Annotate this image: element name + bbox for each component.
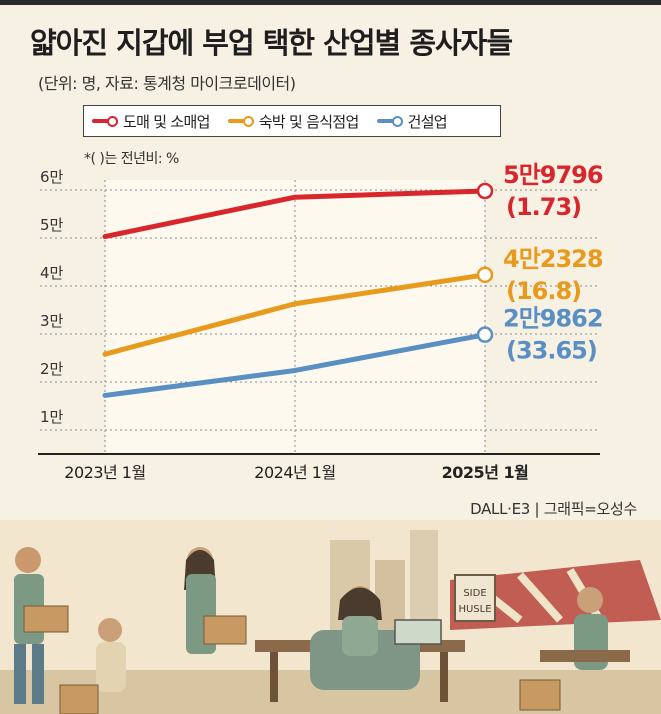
y-tick-label: 1만 (40, 408, 64, 426)
series-line (102, 332, 488, 398)
end-value-label: 2만9862 (503, 305, 603, 333)
end-value-label: 5만9796 (503, 161, 603, 189)
end-change-label: (33.65) (506, 337, 597, 365)
legend-item-food: 숙박 및 음식점업 (227, 111, 360, 132)
legend-item-retail: 도매 및 소매업 (92, 111, 210, 132)
svg-text:HUSLE: HUSLE (458, 604, 491, 615)
series-end-marker (476, 266, 494, 284)
series-line (102, 272, 488, 357)
end-value-label: 4만2328 (503, 245, 603, 273)
legend: 도매 및 소매업 숙박 및 음식점업 건설업 (83, 105, 501, 137)
y-tick-label: 6만 (40, 168, 64, 186)
legend-label-construction: 건설업 (407, 112, 448, 131)
line-chart: 1만 2만 3만 4만 5만 6만 2023년 1월 2024년 1월 2025년 1월 5만… (38, 161, 604, 482)
y-tick-label: 4만 (40, 264, 64, 282)
legend-label-retail: 도매 및 소매업 (123, 112, 210, 131)
top-rule (0, 0, 661, 5)
legend-label-food: 숙박 및 음식점업 (258, 112, 360, 131)
series-end-marker (476, 326, 494, 343)
x-tick-label: 2025년 1월 (442, 463, 529, 482)
credit: DALL·E3 | 그래픽=오성수 (470, 500, 637, 518)
legend-swatch-construction (376, 115, 403, 127)
svg-text:SIDE: SIDE (463, 588, 486, 599)
x-tick-label: 2023년 1월 (64, 463, 145, 482)
yoy-note: *( )는 전년비: % (84, 151, 179, 167)
chart-subtitle: (단위: 명, 자료: 통계청 마이크로데이터) (38, 74, 296, 93)
x-tick-label: 2024년 1월 (254, 463, 335, 482)
y-tick-label: 3만 (40, 312, 64, 330)
chart-title: 얇아진 지갑에 부업 택한 산업별 종사자들 (30, 26, 513, 60)
series-line (102, 188, 488, 240)
y-tick-label: 5만 (40, 216, 64, 234)
legend-item-construction: 건설업 (376, 111, 448, 132)
series-end-marker (476, 182, 494, 200)
y-tick-label: 2만 (40, 360, 64, 378)
side-job-workers-illustration: SIDE HUSLE (0, 520, 661, 714)
legend-swatch-retail (92, 115, 118, 127)
legend-swatch-food (227, 115, 254, 127)
end-change-label: (16.8) (506, 277, 581, 305)
end-change-label: (1.73) (506, 193, 581, 221)
